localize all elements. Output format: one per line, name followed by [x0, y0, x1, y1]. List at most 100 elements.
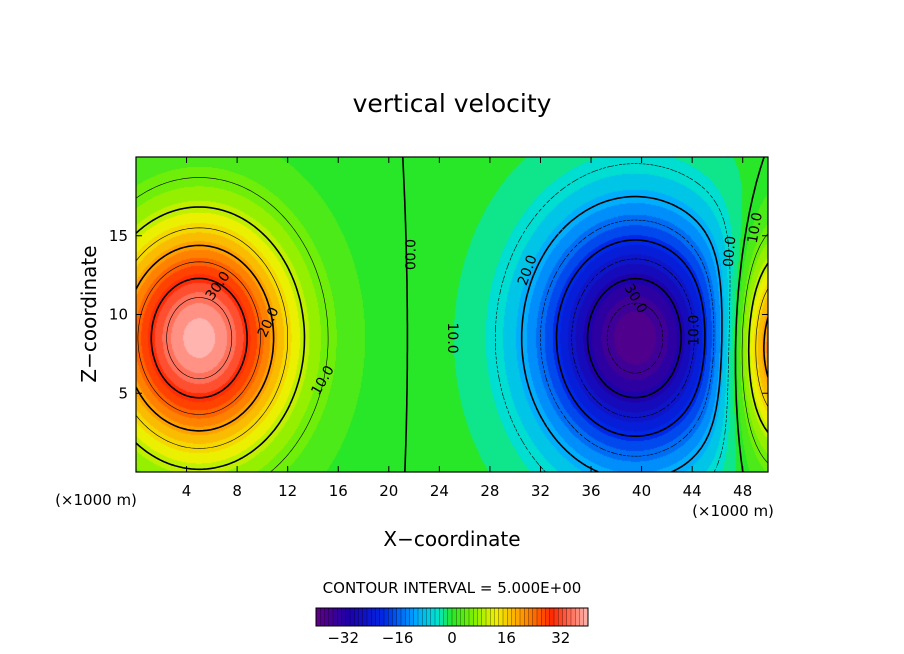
- contour-line: [606, 302, 664, 374]
- colorbar-segment: [558, 607, 563, 627]
- contour-line: [137, 261, 261, 415]
- contour-label: 10.0: [444, 323, 460, 354]
- colorbar-tick-label: −32: [327, 629, 359, 647]
- contour-label: 10.0: [687, 315, 703, 346]
- x-tick-label: 36: [581, 482, 600, 500]
- colorbar-segment: [324, 607, 330, 627]
- colorbar-segment: [570, 607, 576, 627]
- x-tick-label: 4: [182, 482, 192, 500]
- colorbar-segment: [371, 607, 376, 627]
- contour-interval-text: CONTOUR INTERVAL = 5.000E+00: [323, 579, 582, 597]
- colorbar-segment: [566, 607, 572, 627]
- colorbar-segment: [405, 607, 410, 627]
- contour-line: [555, 239, 706, 437]
- x-axis-ticks: 4 8 12 16 20 24 28 32 36 40 44 48: [182, 157, 752, 500]
- colorbar-segment: [541, 607, 546, 627]
- colorbar-segment: [430, 607, 436, 627]
- colorbar-segment: [515, 607, 521, 627]
- contour-line: [136, 244, 768, 432]
- colorbar-segment: [426, 607, 432, 627]
- x-tick-label: 44: [683, 482, 702, 500]
- colorbar-segment: [349, 607, 355, 627]
- colorbar-segment: [524, 607, 529, 627]
- x-axis-label: X−coordinate: [383, 527, 520, 551]
- colorbar-segment: [434, 607, 440, 627]
- contour-lines: [136, 157, 768, 472]
- y-axis-label: Z−coordinate: [77, 245, 101, 382]
- y-axis-ticks: 5 10 15: [109, 227, 768, 402]
- colorbar-segment: [400, 607, 406, 627]
- colorbar-segment: [460, 607, 466, 627]
- contour-line: [150, 277, 248, 399]
- colorbar: [315, 607, 589, 627]
- contour-line: [586, 277, 682, 399]
- colorbar-segment: [464, 607, 470, 627]
- colorbar-segment: [320, 607, 325, 627]
- colorbar-segment: [481, 607, 487, 627]
- contour-line: [136, 227, 768, 449]
- contour-line: [520, 195, 723, 472]
- contour-line: [402, 157, 765, 472]
- colorbar-segment: [417, 607, 423, 627]
- y-tick-label: 5: [118, 384, 128, 402]
- contour-line: [540, 219, 715, 457]
- colorbar-segment: [545, 607, 551, 627]
- colorbar-segment: [502, 607, 508, 627]
- colorbar-segment: [549, 607, 555, 627]
- colorbar-segment: [477, 607, 483, 627]
- chart-title: vertical velocity: [353, 89, 552, 118]
- colorbar-segment: [422, 607, 427, 627]
- colorbar-segment: [396, 607, 402, 627]
- contour-line: [136, 206, 768, 471]
- colorbar-segment: [413, 607, 419, 627]
- contour-line: [495, 163, 731, 472]
- x-unit-left: (×1000 m): [55, 491, 137, 509]
- colorbar-frame: [315, 607, 589, 627]
- colorbar-segment: [443, 607, 449, 627]
- colorbar-segment: [511, 607, 517, 627]
- x-tick-label: 12: [278, 482, 297, 500]
- colorbar-tick-label: −16: [382, 629, 414, 647]
- contour-label: 00.0: [721, 235, 740, 267]
- colorbar-segment: [345, 607, 351, 627]
- colorbar-segment: [375, 607, 381, 627]
- colorbar-segment: [392, 607, 398, 627]
- colorbar-segment: [536, 607, 542, 627]
- x-tick-label: 28: [480, 482, 499, 500]
- colorbar-segment: [383, 607, 389, 627]
- colorbar-segment: [473, 607, 478, 627]
- colorbar-tick-label: 32: [551, 629, 570, 647]
- colorbar-segment: [468, 607, 474, 627]
- x-tick-label: 24: [430, 482, 449, 500]
- colorbar-tick-label: 0: [447, 629, 457, 647]
- velocity-field-shading: [136, 157, 768, 472]
- colorbar-segment: [485, 607, 491, 627]
- colorbar-segment: [562, 607, 568, 627]
- colorbar-segment: [498, 607, 504, 627]
- plot-area: [136, 157, 768, 472]
- x-tick-label: 16: [329, 482, 348, 500]
- colorbar-segment: [553, 607, 559, 627]
- contour-line: [571, 258, 695, 418]
- colorbar-segment: [337, 607, 342, 627]
- colorbar-segment: [366, 607, 372, 627]
- colorbar-segment: [507, 607, 512, 627]
- colorbar-tick-label: 16: [497, 629, 516, 647]
- x-unit-right: (×1000 m): [692, 502, 774, 520]
- colorbar-segment: [494, 607, 500, 627]
- colorbar-segment: [328, 607, 334, 627]
- contour-label: 10.0: [745, 211, 766, 244]
- colorbar-segment: [456, 607, 461, 627]
- colorbar-segment: [354, 607, 359, 627]
- colorbar-segment: [519, 607, 525, 627]
- colorbar-segment: [447, 607, 453, 627]
- y-tick-label: 15: [109, 227, 128, 245]
- colorbar-segment: [532, 607, 538, 627]
- colorbar-segment: [528, 607, 534, 627]
- colorbar-segment: [451, 607, 457, 627]
- contour-label: 00.0: [404, 239, 420, 270]
- colorbar-segment: [362, 607, 368, 627]
- colorbar-ticks: −32 −16 0 16 32: [327, 629, 570, 647]
- x-tick-label: 8: [232, 482, 242, 500]
- colorbar-segment: [388, 607, 393, 627]
